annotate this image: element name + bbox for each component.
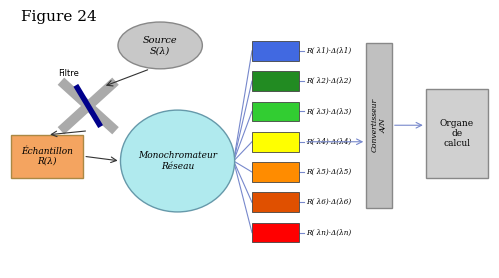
Bar [11, 135, 83, 178]
Text: Convertisseur
A/N: Convertisseur A/N [370, 98, 388, 152]
Text: R( λ3)·Δ(λ3): R( λ3)·Δ(λ3) [306, 108, 352, 115]
Text: R( λ4)·Δ(λ4): R( λ4)·Δ(λ4) [306, 138, 352, 146]
Bar [252, 223, 299, 242]
Bar [426, 90, 488, 178]
Text: Source
S(λ): Source S(λ) [143, 36, 178, 55]
Text: Monochromateur
Réseau: Monochromateur Réseau [138, 151, 217, 171]
Bar [252, 162, 299, 182]
Text: Filtre: Filtre [58, 70, 79, 78]
Text: R( λn)·Δ(λn): R( λn)·Δ(λn) [306, 229, 352, 237]
Ellipse shape [120, 110, 235, 212]
Text: Organe
de
calcul: Organe de calcul [440, 119, 474, 148]
Bar [252, 101, 299, 121]
Bar [366, 43, 392, 208]
Text: Figure 24: Figure 24 [21, 10, 97, 24]
Bar [252, 41, 299, 61]
Bar [252, 192, 299, 212]
Text: R( λ1)·Δ(λ1): R( λ1)·Δ(λ1) [306, 47, 352, 55]
Circle shape [118, 22, 203, 69]
Text: Échantillon
R(λ): Échantillon R(λ) [21, 147, 73, 166]
Bar [252, 71, 299, 91]
Text: R( λ2)·Δ(λ2): R( λ2)·Δ(λ2) [306, 77, 352, 85]
Text: R( λ6)·Δ(λ6): R( λ6)·Δ(λ6) [306, 198, 352, 206]
Text: R( λ5)·Δ(λ5): R( λ5)·Δ(λ5) [306, 168, 352, 176]
Bar [252, 132, 299, 152]
